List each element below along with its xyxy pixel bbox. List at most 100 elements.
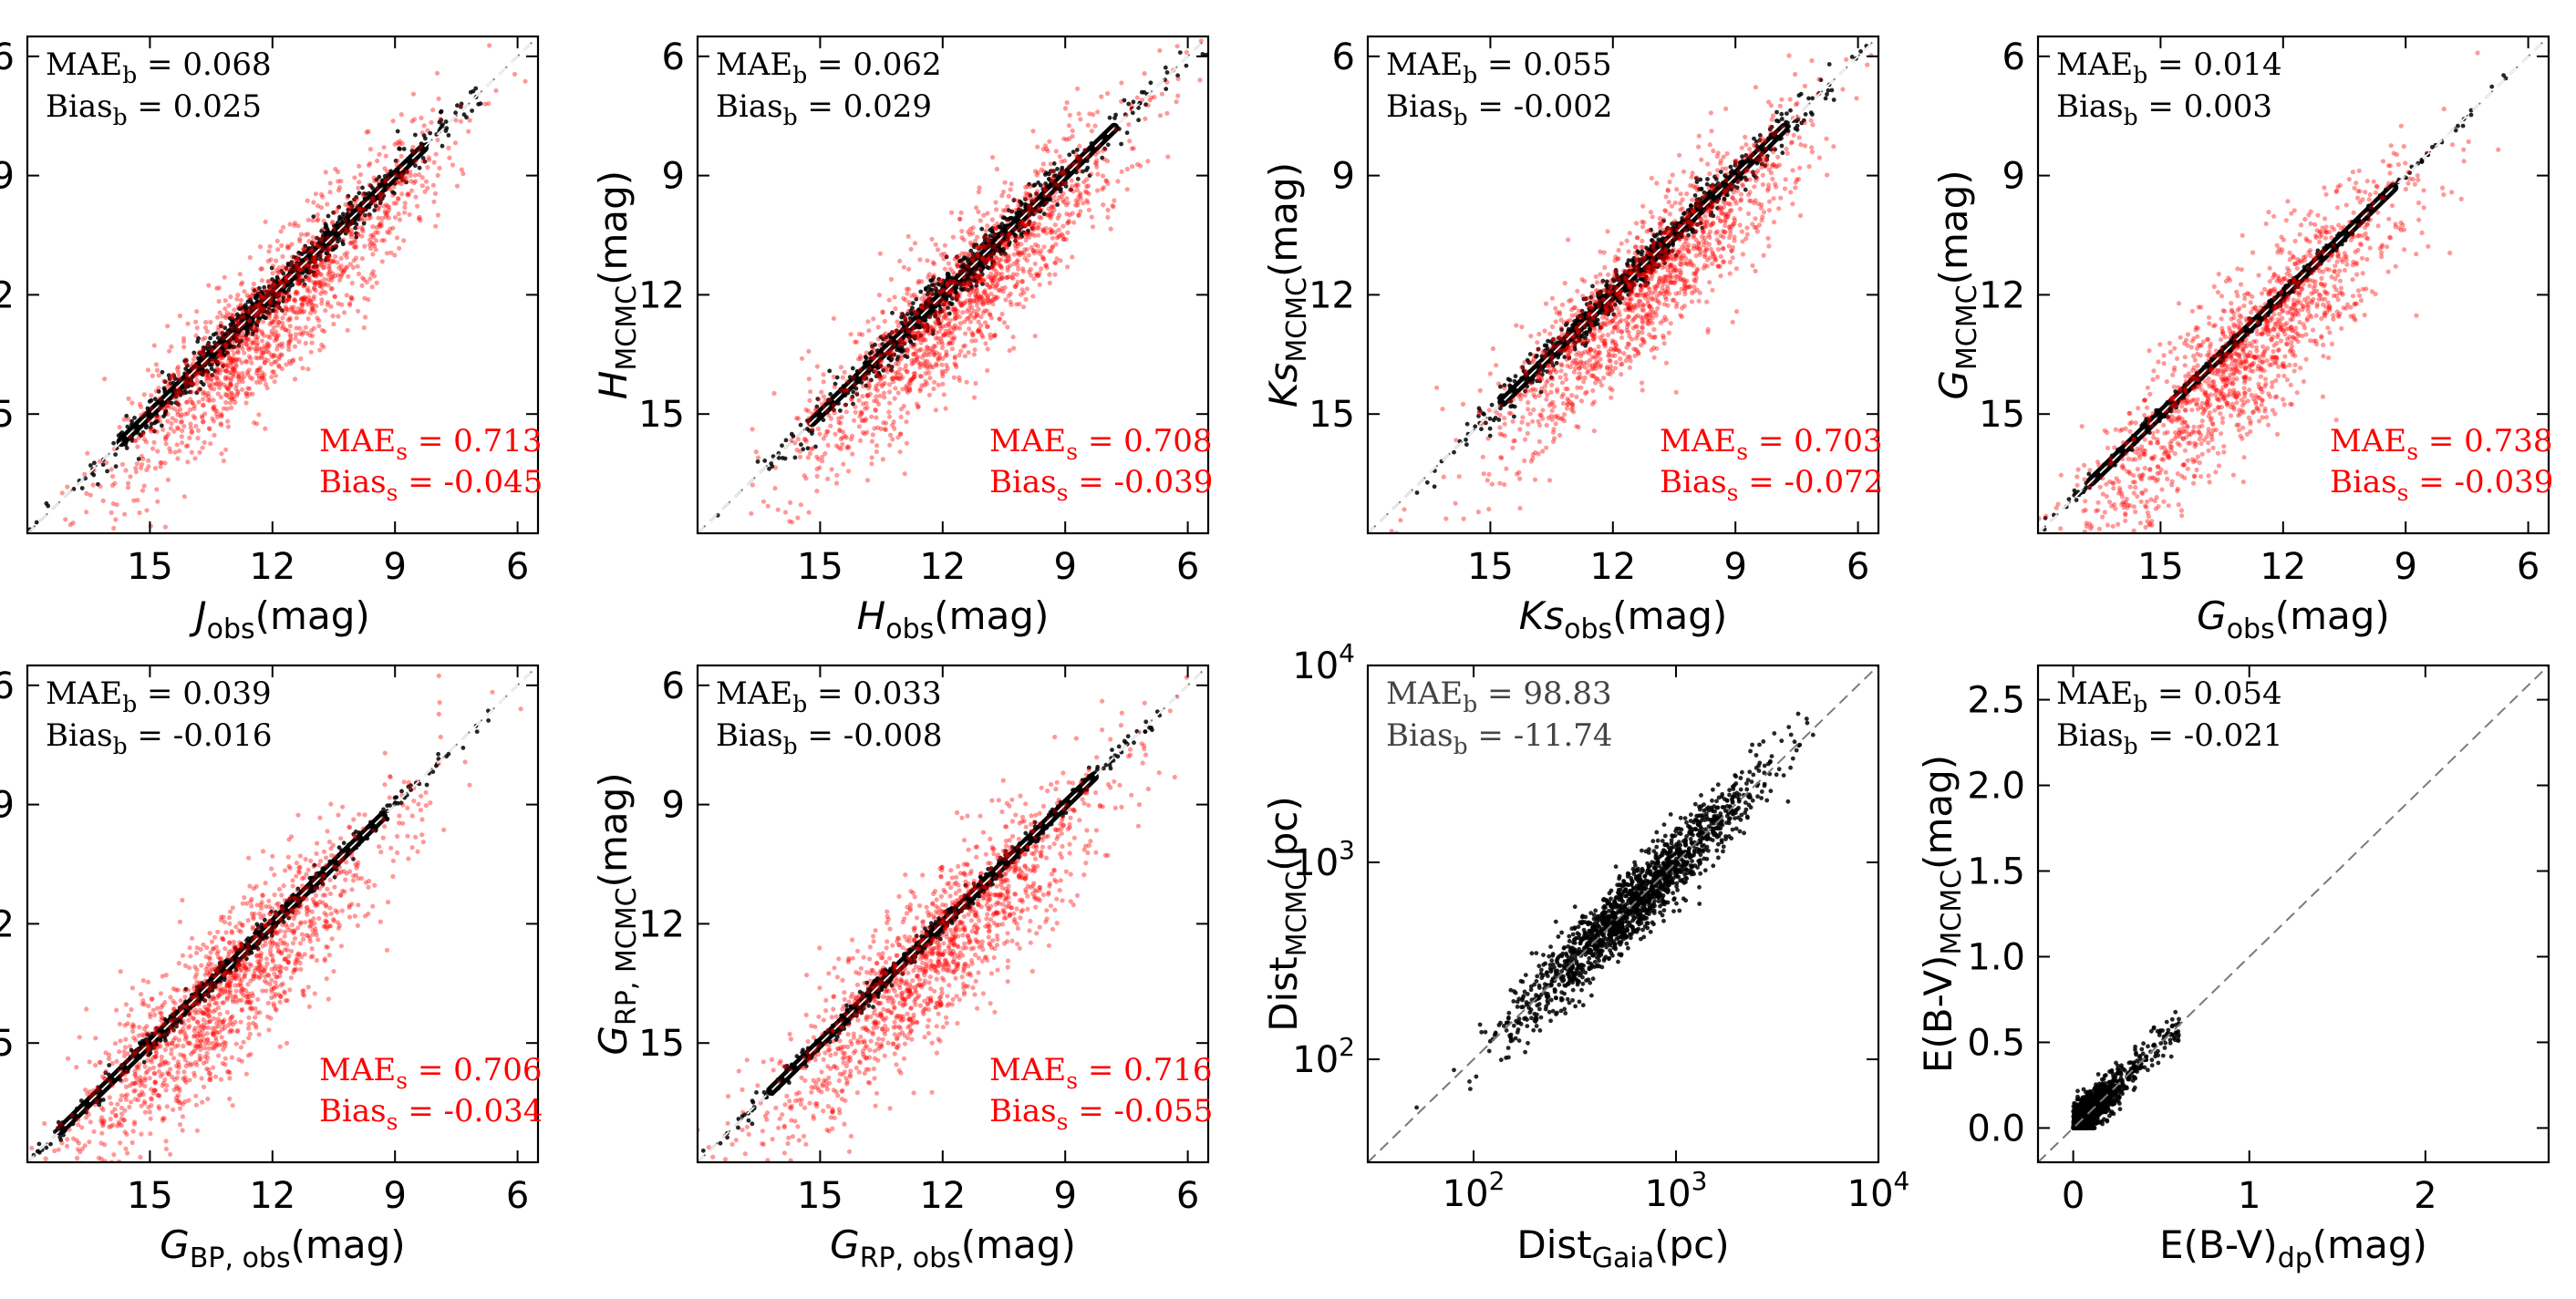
data-point <box>370 252 376 257</box>
data-point <box>269 320 274 325</box>
data-point <box>183 377 189 383</box>
data-point <box>1032 334 1038 339</box>
data-point <box>392 214 398 221</box>
data-point <box>235 345 241 350</box>
data-point <box>129 400 135 406</box>
data-point <box>188 397 193 402</box>
data-point <box>189 376 194 381</box>
data-point <box>264 348 270 354</box>
data-point <box>458 119 463 124</box>
data-point <box>67 522 73 528</box>
data-point <box>1043 201 1049 206</box>
data-point <box>229 396 234 401</box>
data-point <box>1022 255 1028 261</box>
data-point <box>214 375 220 380</box>
data-point <box>330 219 336 224</box>
data-point <box>378 220 384 225</box>
data-point <box>902 471 907 477</box>
data-point <box>136 457 141 461</box>
data-point <box>218 320 223 326</box>
data-point <box>798 422 803 428</box>
data-point <box>869 438 875 444</box>
data-point <box>273 373 278 378</box>
data-point <box>323 170 328 175</box>
data-point <box>353 201 358 206</box>
data-point <box>994 247 999 253</box>
data-point <box>233 399 238 405</box>
data-point <box>453 110 458 116</box>
data-point <box>357 206 362 211</box>
data-point <box>1066 218 1071 223</box>
data-point <box>293 309 298 315</box>
data-point <box>1023 296 1029 302</box>
data-point <box>161 386 167 391</box>
data-point <box>871 316 876 322</box>
data-point <box>190 361 196 366</box>
data-point <box>1210 32 1215 36</box>
data-point <box>234 393 240 398</box>
data-point <box>410 149 416 155</box>
data-point <box>466 129 471 134</box>
data-point <box>1006 253 1011 259</box>
data-point <box>1006 237 1011 242</box>
data-point <box>848 332 853 337</box>
data-point <box>915 335 920 340</box>
data-point <box>228 400 233 406</box>
data-point <box>1085 200 1091 205</box>
data-point <box>296 281 302 286</box>
data-point <box>919 279 925 284</box>
data-point <box>1047 139 1052 144</box>
data-point <box>959 229 965 234</box>
data-point <box>297 281 302 285</box>
data-point <box>251 339 256 345</box>
data-point <box>787 519 792 524</box>
data-point <box>934 330 939 335</box>
data-point <box>111 525 117 531</box>
data-point <box>339 302 345 307</box>
data-point <box>236 379 242 385</box>
data-point <box>236 376 242 381</box>
data-point <box>232 366 237 372</box>
data-point <box>175 369 181 376</box>
data-point <box>347 262 353 267</box>
data-point <box>199 350 204 356</box>
simulated-bias-sub: s <box>1057 479 1069 506</box>
data-point <box>1112 116 1117 120</box>
data-point <box>201 345 206 350</box>
data-point <box>419 130 425 136</box>
data-point <box>336 205 341 211</box>
data-point <box>838 420 843 426</box>
data-point <box>1040 255 1046 261</box>
data-point <box>311 273 316 278</box>
data-point <box>377 174 382 180</box>
data-point <box>1089 171 1094 177</box>
data-point <box>851 418 857 423</box>
data-point <box>247 375 253 380</box>
data-point <box>267 243 273 249</box>
data-point <box>347 205 353 211</box>
data-point <box>289 242 295 247</box>
data-point <box>200 415 205 420</box>
data-point <box>399 171 405 177</box>
data-point <box>223 399 229 406</box>
data-point <box>229 346 234 352</box>
data-point <box>903 319 908 324</box>
data-point <box>409 188 415 193</box>
data-point <box>905 325 910 331</box>
data-point <box>215 354 221 359</box>
data-point <box>297 280 303 285</box>
data-point <box>339 272 345 277</box>
data-point <box>453 118 459 123</box>
data-point <box>312 265 317 271</box>
data-point <box>233 359 238 365</box>
data-point <box>292 221 298 226</box>
data-point <box>295 265 301 271</box>
y-axis-label-base: H <box>591 371 636 400</box>
data-point <box>1073 152 1079 158</box>
data-point <box>1036 225 1041 231</box>
data-point <box>950 234 956 240</box>
data-point <box>273 329 279 335</box>
data-point <box>1031 251 1037 256</box>
data-point <box>1131 99 1136 105</box>
data-point <box>829 467 834 472</box>
